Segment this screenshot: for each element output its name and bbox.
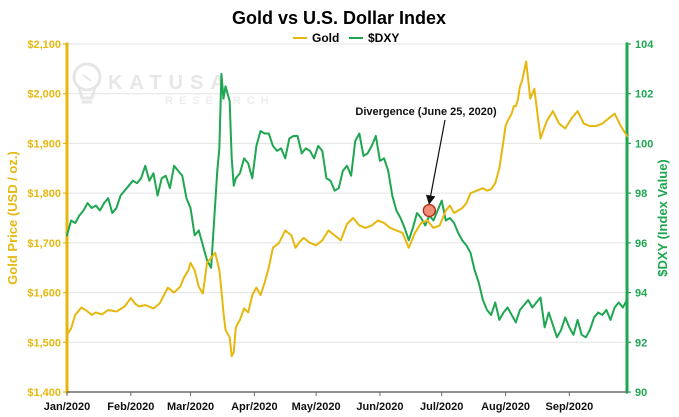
legend-item-gold: Gold xyxy=(293,31,339,45)
left-tick-labels: $1,400 $1,500 $1,600 $1,700 $1,800 $1,900 $2,0… xyxy=(27,39,67,399)
legend-item-dxy: $DXY xyxy=(349,31,399,45)
x-tick-label-0: Jan/2020 xyxy=(44,401,90,413)
x-tick-label-5: Jun/2020 xyxy=(356,401,403,413)
right-tick-label-2: 94 xyxy=(635,288,648,300)
right-tick-label-1: 92 xyxy=(635,337,647,349)
left-tick-label-4: $1,800 xyxy=(27,188,61,200)
left-tick-label-5: $1,900 xyxy=(27,138,61,150)
divergence-marker xyxy=(422,203,437,218)
x-tick-label-6: Jul/2020 xyxy=(420,401,463,413)
legend: Gold $DXY xyxy=(293,31,399,45)
right-axis-label: $DXY (Index Value) xyxy=(655,159,670,277)
left-tick-label-1: $1,500 xyxy=(27,337,61,349)
series-lines xyxy=(66,60,628,358)
x-tick-label-3: Apr/2020 xyxy=(231,401,277,413)
annotation: Divergence (June 25, 2020) xyxy=(355,106,497,218)
left-tick-label-0: $1,400 xyxy=(27,387,61,399)
watermark-brand: KATUSA xyxy=(108,72,232,94)
right-tick-label-0: 90 xyxy=(635,387,647,399)
chart-title: Gold vs U.S. Dollar Index xyxy=(232,8,446,28)
annotation-arrow xyxy=(425,119,446,205)
x-tick-label-7: Aug/2020 xyxy=(481,401,530,413)
right-tick-label-3: 96 xyxy=(635,238,647,250)
watermark: KATUSA RESEARCH xyxy=(72,62,275,107)
left-tick-label-2: $1,600 xyxy=(27,288,61,300)
watermark-sub: RESEARCH xyxy=(165,95,275,107)
right-tick-labels: 90 92 94 96 98 100 102 104 xyxy=(627,39,654,399)
right-tick-label-4: 98 xyxy=(635,188,647,200)
right-tick-label-6: 102 xyxy=(635,89,653,101)
left-tick-label-3: $1,700 xyxy=(27,238,61,250)
axes xyxy=(65,42,629,394)
legend-label-dxy: $DXY xyxy=(368,31,399,45)
left-axis-label: Gold Price (USD / oz.) xyxy=(5,151,20,285)
x-tick-labels: Jan/2020 Feb/2020 Mar/2020 Apr/2020 May/2020… xyxy=(44,392,593,413)
x-tick-label-4: May/2020 xyxy=(292,401,341,413)
series-line-gold xyxy=(66,60,628,358)
x-tick-label-2: Mar/2020 xyxy=(167,401,214,413)
x-tick-label-1: Feb/2020 xyxy=(107,401,154,413)
right-tick-label-5: 100 xyxy=(635,138,653,150)
x-tick-label-8: Sep/2020 xyxy=(546,401,594,413)
right-tick-label-7: 104 xyxy=(635,39,654,51)
annotation-text: Divergence (June 25, 2020) xyxy=(355,106,497,118)
left-tick-label-7: $2,100 xyxy=(27,39,61,51)
gridlines xyxy=(67,43,627,393)
legend-label-gold: Gold xyxy=(312,31,339,45)
lightbulb-icon xyxy=(72,62,102,104)
series-line-dxy xyxy=(66,72,628,339)
left-tick-label-6: $2,000 xyxy=(27,89,61,101)
